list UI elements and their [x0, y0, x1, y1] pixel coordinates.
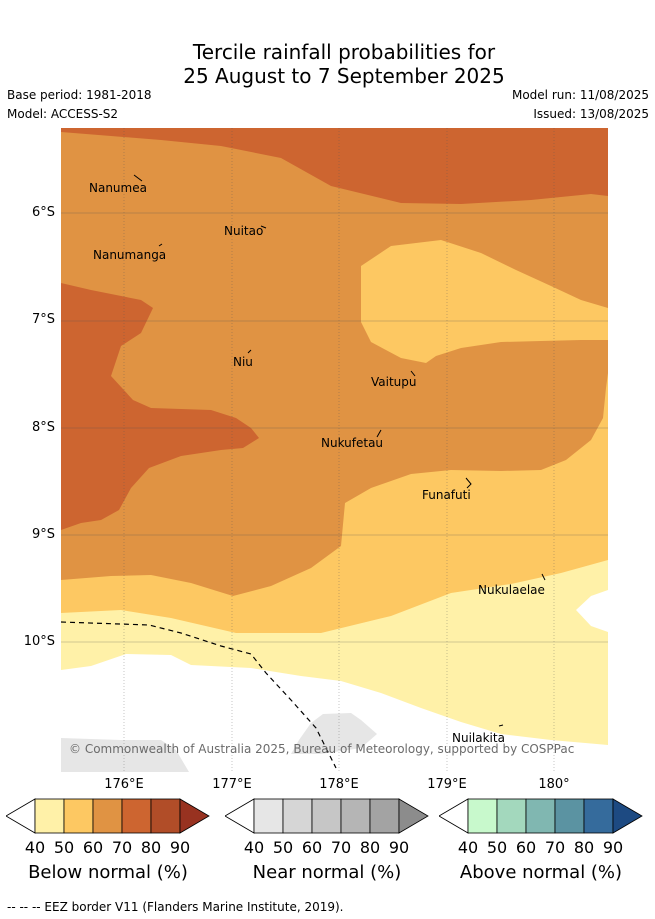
above-tick: 90 — [602, 838, 624, 857]
above-colorbar-cell — [467, 798, 498, 834]
below-tick: 60 — [82, 838, 104, 857]
below-extend-low — [6, 798, 36, 834]
lon-label-180: 180° — [538, 777, 570, 792]
title-line-1: Tercile rainfall probabilities for — [192, 40, 496, 64]
copyright-credit: © Commonwealth of Australia 2025, Bureau… — [69, 742, 575, 756]
base-period: Base period: 1981-2018 — [7, 88, 152, 102]
above-extend-low — [439, 798, 469, 834]
place-label-funafuti: Funafuti — [422, 488, 471, 502]
colorbar-near-normal — [225, 798, 429, 834]
near-tick: 60 — [301, 838, 323, 857]
model-name: Model: ACCESS-S2 — [7, 107, 119, 121]
near-normal-patch-southwest — [61, 738, 189, 772]
above-colorbar-cell — [525, 798, 556, 834]
near-colorbar-cell — [369, 798, 400, 834]
near-tick: 50 — [272, 838, 294, 857]
issued-date: Issued: 13/08/2025 — [533, 107, 649, 121]
near-extend-high — [398, 798, 429, 834]
near-extend-low — [225, 798, 255, 834]
place-label-nukufetau: Nukufetau — [321, 436, 384, 450]
below-colorbar-cell — [34, 798, 65, 834]
near-tick: 90 — [388, 838, 410, 857]
above-tick: 80 — [573, 838, 595, 857]
below-colorbar-cells — [34, 798, 181, 834]
below-tick: 40 — [24, 838, 46, 857]
below-colorbar-cell — [92, 798, 123, 834]
lat-label-9s: 9°S — [31, 527, 55, 542]
near-colorbar-cells — [253, 798, 400, 834]
lon-label-179e: 179°E — [427, 777, 467, 792]
map-title: Tercile rainfall probabilities for 25 Au… — [0, 40, 655, 88]
below-colorbar-cell — [63, 798, 94, 834]
island-marks — [133, 174, 546, 727]
below-tick: 90 — [169, 838, 191, 857]
near-normal-label: Near normal (%) — [252, 862, 402, 883]
title-line-2: 25 August to 7 September 2025 — [183, 64, 505, 88]
lon-label-177e: 177°E — [212, 777, 252, 792]
below-colorbar-cell — [121, 798, 152, 834]
above-extend-high — [612, 798, 643, 834]
place-label-nukulaelae: Nukulaelae — [478, 583, 545, 597]
above-colorbar-cells — [467, 798, 614, 834]
above-tick: 70 — [544, 838, 566, 857]
colorbar-below-normal — [6, 798, 210, 834]
band-50-60-east — [361, 240, 608, 363]
colorbar-above-normal — [439, 798, 643, 834]
no-dominant-area — [61, 654, 608, 772]
place-label-vaitupu: Vaitupu — [371, 375, 417, 389]
lat-label-10s: 10°S — [23, 634, 55, 649]
lat-label-8s: 8°S — [31, 420, 55, 435]
map-grid — [61, 128, 608, 772]
lat-label-7s: 7°S — [31, 312, 55, 327]
near-tick: 40 — [243, 838, 265, 857]
near-colorbar-cell — [311, 798, 342, 834]
near-colorbar-cell — [253, 798, 284, 834]
near-colorbar-cell — [340, 798, 371, 834]
place-label-nanumea: Nanumea — [89, 181, 147, 195]
above-normal-label: Above normal (%) — [459, 862, 623, 883]
place-label-nuitao: Nuitao — [224, 224, 264, 238]
below-normal-label: Below normal (%) — [28, 862, 188, 883]
near-tick: 70 — [330, 838, 352, 857]
below-extend-high — [179, 798, 210, 834]
lon-label-178e: 178°E — [319, 777, 359, 792]
above-tick: 50 — [486, 838, 508, 857]
eez-border — [61, 621, 337, 769]
eez-footnote: -- -- -- EEZ border V11 (Flanders Marine… — [7, 900, 344, 914]
above-colorbar-cell — [554, 798, 585, 834]
above-tick: 40 — [457, 838, 479, 857]
above-colorbar-cell — [496, 798, 527, 834]
above-colorbar-cell — [583, 798, 614, 834]
place-label-nanumanga: Nanumanga — [93, 248, 167, 262]
below-tick: 50 — [53, 838, 75, 857]
rainfall-probability-map — [61, 128, 608, 772]
no-dominant-notch — [576, 590, 608, 632]
near-normal-patch-south — [291, 713, 377, 754]
lon-label-176e: 176°E — [104, 777, 144, 792]
band-70-80-north — [61, 128, 608, 204]
place-label-nuilakita: Nuilakita — [452, 731, 505, 745]
lat-label-6s: 6°S — [31, 205, 55, 220]
near-colorbar-cell — [282, 798, 313, 834]
band-70-80-west — [61, 283, 259, 530]
below-tick: 80 — [140, 838, 162, 857]
above-tick: 60 — [515, 838, 537, 857]
below-tick: 70 — [111, 838, 133, 857]
model-run: Model run: 11/08/2025 — [511, 88, 649, 102]
place-label-niu: Niu — [233, 355, 253, 369]
below-colorbar-cell — [150, 798, 181, 834]
near-tick: 80 — [359, 838, 381, 857]
map-canvas — [61, 128, 608, 772]
